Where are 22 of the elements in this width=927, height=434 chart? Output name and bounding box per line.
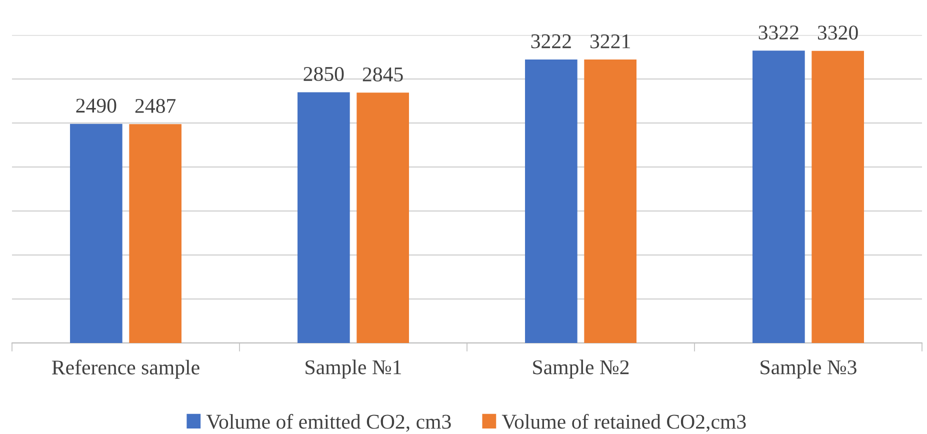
bar [70,124,122,343]
bar [752,50,805,343]
x-tick-label: Sample №1 [306,360,401,379]
bar [812,50,864,343]
x-tick-label: Sample №3 [760,360,856,379]
data-label: 2845 [362,67,403,82]
legend-label: Volume of retained CO2,cm3 [502,414,746,432]
bar [525,59,578,343]
data-label: 2487 [135,98,176,113]
data-label: 2850 [304,66,344,82]
data-label: 3320 [818,26,858,40]
legend-label: Volume of emitted CO2, cm3 [206,414,451,432]
bar [584,60,636,343]
data-label: 3222 [531,34,571,48]
data-label: 3322 [758,25,798,40]
x-tick-label: Sample №2 [533,360,629,379]
data-label: 3221 [590,34,630,48]
x-tick-label: Reference sample [52,360,200,379]
bar [356,92,409,343]
data-label: 2490 [76,98,116,113]
bar [129,124,182,343]
bar [298,92,350,343]
